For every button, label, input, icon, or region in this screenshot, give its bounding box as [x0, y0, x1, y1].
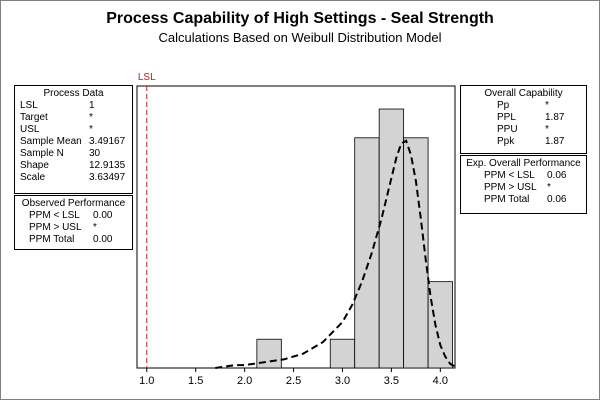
- exp-overall-performance-value: 0.06: [547, 170, 567, 181]
- overall-capability-value: *: [545, 100, 549, 111]
- observed-performance-value: 0.00: [93, 234, 113, 245]
- observed-performance-row: PPM > USL *: [15, 222, 132, 234]
- process-data-row: Sample N 30: [15, 148, 132, 160]
- x-tick-label: 2.0: [237, 375, 252, 387]
- x-tick-label: 3.5: [384, 375, 399, 387]
- x-tick-label: 4.0: [433, 375, 448, 387]
- exp-overall-performance-panel: Exp. Overall Performance PPM < LSL 0.06 PP…: [460, 155, 587, 214]
- chart-subtitle: Calculations Based on Weibull Distributi…: [158, 30, 442, 45]
- overall-capability-row: Ppk 1.87: [461, 136, 586, 148]
- observed-performance-label: PPM > USL: [29, 222, 82, 233]
- process-data-row: Shape 12.9135: [15, 160, 132, 172]
- fitted-weibull-curve: [215, 139, 456, 369]
- process-data-value: 30: [89, 148, 101, 159]
- histogram-bar: [354, 137, 380, 369]
- overall-capability-row: PPL 1.87: [461, 112, 586, 124]
- observed-performance-panel: Observed Performance PPM < LSL 0.00 PPM > …: [14, 195, 133, 250]
- exp-overall-performance-label: PPM Total: [484, 194, 530, 205]
- overall-capability-label: Ppk: [497, 136, 515, 147]
- x-tick-label: 2.5: [286, 375, 301, 387]
- lsl-label: LSL: [138, 72, 156, 83]
- process-data-label: Sample N: [20, 148, 64, 159]
- process-data-title: Process Data: [43, 88, 104, 99]
- overall-capability-label: PPU: [497, 124, 518, 135]
- process-data-label: Target: [20, 112, 48, 123]
- process-data-label: LSL: [20, 100, 38, 111]
- x-tick-label: 3.0: [335, 375, 350, 387]
- process-data-value: 12.9135: [89, 160, 126, 171]
- histogram-bar: [427, 281, 453, 369]
- x-tick-label: 1.5: [188, 375, 203, 387]
- process-data-label: USL: [20, 124, 40, 135]
- observed-performance-rows: PPM < LSL 0.00 PPM > USL * PPM Total 0.00: [15, 210, 132, 246]
- overall-capability-row: PPU *: [461, 124, 586, 136]
- observed-performance-value: *: [93, 222, 97, 233]
- observed-performance-row: PPM < LSL 0.00: [15, 210, 132, 222]
- overall-capability-value: *: [545, 124, 549, 135]
- x-tick-label: 1.0: [139, 375, 154, 387]
- exp-overall-performance-row: PPM > USL *: [461, 182, 586, 194]
- process-data-row: Target *: [15, 112, 132, 124]
- overall-capability-rows: Pp * PPL 1.87 PPU * Ppk 1.87: [461, 100, 586, 148]
- process-data-value: *: [89, 124, 93, 135]
- overall-capability-value: 1.87: [545, 136, 565, 147]
- overall-capability-label: PPL: [497, 112, 516, 123]
- process-data-row: LSL 1: [15, 100, 132, 112]
- exp-overall-performance-title: Exp. Overall Performance: [466, 158, 581, 169]
- lsl-marker: LSL: [138, 72, 156, 368]
- exp-overall-performance-rows: PPM < LSL 0.06 PPM > USL * PPM Total 0.06: [461, 170, 586, 206]
- overall-capability-label: Pp: [497, 100, 510, 111]
- process-data-rows: LSL 1 Target * USL * Sample Mean 3.49167 Sample …: [15, 100, 132, 184]
- observed-performance-row: PPM Total 0.00: [15, 234, 132, 246]
- process-data-row: USL *: [15, 124, 132, 136]
- process-data-label: Sample Mean: [20, 136, 82, 147]
- exp-overall-performance-row: PPM < LSL 0.06: [461, 170, 586, 182]
- x-axis: 1.0 1.5 2.0 2.5 3.0 3.5 4.0: [139, 368, 448, 387]
- histogram-bar: [329, 338, 356, 369]
- histogram-bar: [403, 137, 429, 369]
- process-data-label: Scale: [20, 172, 46, 183]
- overall-capability-value: 1.87: [545, 112, 565, 123]
- process-data-value: 3.63497: [89, 172, 126, 183]
- process-data-row: Sample Mean 3.49167: [15, 136, 132, 148]
- process-data-panel: Process Data LSL 1 Target * USL * Sample Mean 3…: [14, 85, 133, 194]
- overall-capability-row: Pp *: [461, 100, 586, 112]
- process-data-row: Scale 3.63497: [15, 172, 132, 184]
- process-data-value: *: [89, 112, 93, 123]
- exp-overall-performance-label: PPM < LSL: [484, 170, 535, 181]
- exp-overall-performance-label: PPM > USL: [484, 182, 537, 193]
- exp-overall-performance-row: PPM Total 0.06: [461, 194, 586, 206]
- histogram-bars: [256, 108, 453, 369]
- process-data-value: 1: [89, 100, 95, 111]
- observed-performance-label: PPM < LSL: [29, 210, 80, 221]
- histogram-bar: [378, 108, 405, 369]
- observed-performance-label: PPM Total: [29, 234, 75, 245]
- process-data-label: Shape: [20, 160, 49, 171]
- overall-capability-panel: Overall Capability Pp * PPL 1.87 PPU * Ppk 1.87: [460, 85, 587, 154]
- overall-capability-title: Overall Capability: [484, 88, 563, 99]
- exp-overall-performance-value: *: [547, 182, 551, 193]
- process-data-value: 3.49167: [89, 136, 126, 147]
- observed-performance-value: 0.00: [93, 210, 113, 221]
- observed-performance-title: Observed Performance: [21, 198, 126, 209]
- exp-overall-performance-value: 0.06: [547, 194, 567, 205]
- chart-title: Process Capability of High Settings - Se…: [106, 10, 494, 27]
